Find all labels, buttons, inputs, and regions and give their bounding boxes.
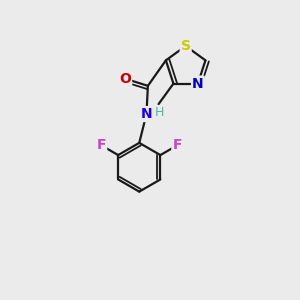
Text: N: N — [192, 76, 204, 91]
Text: F: F — [97, 138, 106, 152]
Text: S: S — [181, 39, 191, 53]
Text: F: F — [172, 138, 182, 152]
Text: O: O — [119, 72, 131, 86]
Text: H: H — [154, 106, 164, 119]
Text: N: N — [141, 107, 152, 121]
